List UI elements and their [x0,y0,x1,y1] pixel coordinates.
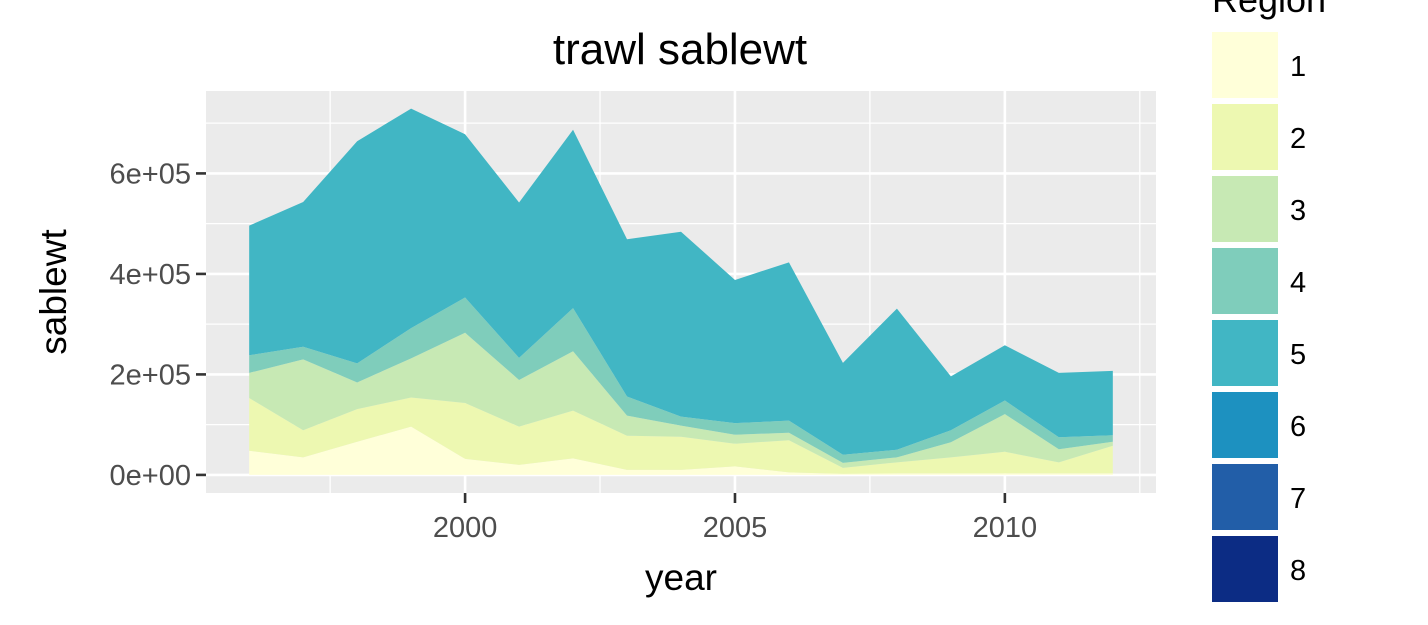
legend-label: 3 [1290,195,1306,227]
y-tick-label: 2e+05 [110,359,191,391]
legend-key-8 [1212,536,1278,602]
y-axis: 0e+00 2e+05 4e+05 6e+05 [110,158,206,492]
chart-title: trawl sablewt [553,25,807,74]
x-tick-label: 2010 [973,512,1038,544]
x-axis: 2000 2005 2010 [433,493,1037,544]
legend-label: 4 [1290,267,1306,299]
x-tick-label: 2005 [703,512,768,544]
legend-label: 6 [1290,411,1306,443]
legend-key-3 [1212,176,1278,242]
area-region-5 [249,108,1113,455]
legend-key-1 [1212,32,1278,98]
legend-label: 2 [1290,123,1306,155]
legend-label: 5 [1290,339,1306,371]
area-region-1 [249,426,1113,475]
legend-label: 8 [1290,555,1306,587]
legend-key-5 [1212,320,1278,386]
x-axis-title: year [645,557,717,598]
x-tick-label: 2000 [433,512,498,544]
legend-key-4 [1212,248,1278,314]
y-tick-label: 4e+05 [110,259,191,291]
area-region-3 [249,332,1113,468]
area-region-2 [249,397,1113,474]
legend-key-2 [1212,104,1278,170]
legend: Region 1 2 3 4 5 6 7 8 [1212,0,1326,602]
legend-label: 7 [1290,483,1306,515]
area-series [249,108,1113,475]
legend-key-7 [1212,464,1278,530]
legend-label: 1 [1290,51,1306,83]
legend-key-6 [1212,392,1278,458]
y-tick-label: 6e+05 [110,158,191,190]
y-axis-title: sablewt [33,229,74,355]
y-tick-label: 0e+00 [110,460,191,492]
legend-title: Region [1212,0,1326,20]
